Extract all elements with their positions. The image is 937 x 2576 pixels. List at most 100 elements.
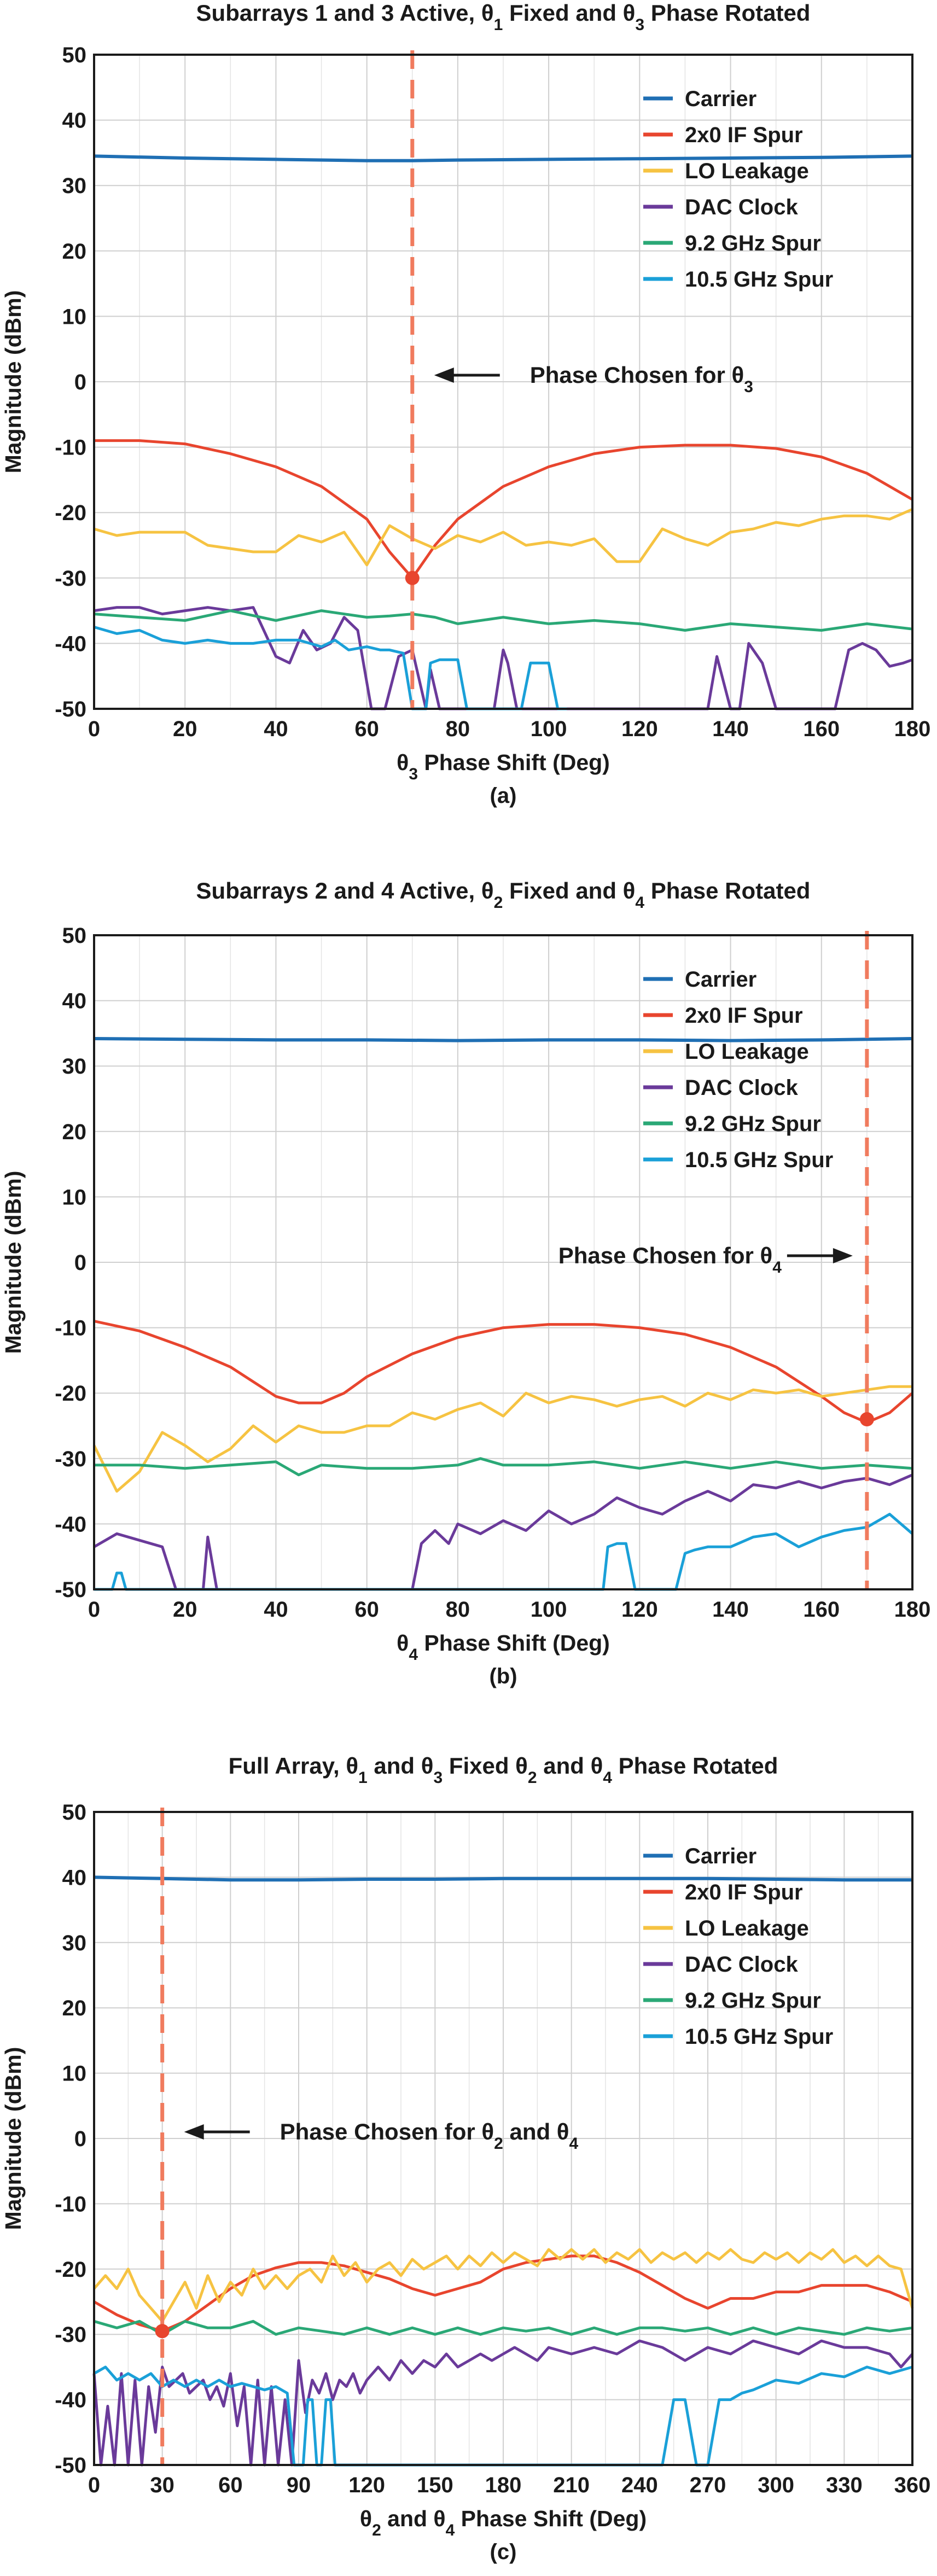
x-tick-label: 360: [894, 2473, 931, 2497]
x-tick-label: 120: [621, 1598, 658, 1622]
y-tick-label: 50: [62, 1800, 87, 1825]
panel-caption: (a): [490, 784, 517, 808]
x-tick-label: 80: [446, 1598, 470, 1622]
x-tick-label: 140: [712, 1598, 749, 1622]
series-line-10-5-ghz-spur: [94, 1513, 913, 1591]
y-tick-label: -20: [55, 501, 86, 525]
series-line-carrier: [94, 1875, 912, 1882]
panel-caption: (c): [490, 2540, 517, 2564]
chart-title: Subarrays 2 and 4 Active, θ2 Fixed and θ…: [196, 878, 811, 912]
legend-label: DAC Clock: [685, 195, 798, 219]
x-tick-label: 330: [826, 2473, 863, 2497]
legend-label: 2x0 IF Spur: [685, 1004, 803, 1028]
annotation-text: Phase Chosen for θ3: [530, 362, 753, 396]
y-tick-label: 30: [62, 1054, 87, 1079]
y-axis-title: Magnitude (dBm): [1, 2047, 26, 2230]
x-tick-label: 60: [354, 717, 379, 741]
x-tick-label: 40: [264, 1598, 288, 1622]
chart-panel-b: Subarrays 2 and 4 Active, θ2 Fixed and θ…: [1, 878, 930, 1688]
annotation-arrowhead: [833, 1248, 853, 1263]
y-tick-label: -50: [55, 1578, 86, 1602]
chart-title: Full Array, θ1 and θ3 Fixed θ2 and θ4 Ph…: [229, 1753, 778, 1787]
x-tick-label: 240: [621, 2473, 658, 2497]
x-axis-title: θ2 and θ4 Phase Shift (Deg): [360, 2506, 647, 2539]
series-line-dac-clock: [93, 1473, 913, 1591]
series-line-lo-leakage: [94, 508, 913, 567]
series-line-2x0-if-spur: [94, 1320, 913, 1424]
y-tick-label: -50: [55, 697, 86, 721]
y-tick-label: 10: [62, 1185, 87, 1209]
x-tick-label: 30: [150, 2473, 174, 2497]
y-tick-label: -50: [55, 2453, 86, 2478]
y-tick-label: -30: [55, 567, 86, 591]
chosen-phase-marker: [155, 2324, 170, 2339]
y-tick-label: -30: [55, 2323, 86, 2347]
x-tick-label: 140: [712, 717, 749, 741]
legend-label: 2x0 IF Spur: [685, 1880, 803, 1904]
x-tick-label: 180: [894, 1598, 931, 1622]
y-axis-title: Magnitude (dBm): [1, 290, 26, 474]
y-tick-label: -30: [55, 1447, 86, 1471]
x-tick-label: 90: [287, 2473, 311, 2497]
legend-label: 10.5 GHz Spur: [685, 2025, 833, 2049]
plot-frame: [93, 1811, 913, 2466]
annotation-arrowhead: [184, 2124, 204, 2140]
x-tick-label: 180: [894, 717, 931, 741]
y-tick-label: -10: [55, 2192, 86, 2216]
legend-label: 10.5 GHz Spur: [685, 1148, 833, 1172]
x-tick-label: 100: [531, 717, 567, 741]
legend-label: 9.2 GHz Spur: [685, 231, 821, 255]
chart-title: Subarrays 1 and 3 Active, θ1 Fixed and θ…: [196, 0, 811, 34]
x-tick-label: 180: [485, 2473, 522, 2497]
series-line-9-2-ghz-spur: [94, 2319, 913, 2336]
series-line-dac-clock: [92, 2339, 913, 2467]
y-tick-label: -10: [55, 436, 86, 460]
series-line-9-2-ghz-spur: [94, 609, 913, 632]
chart-panel-a: Subarrays 1 and 3 Active, θ1 Fixed and θ…: [1, 0, 930, 808]
x-tick-label: 120: [348, 2473, 385, 2497]
series-line-carrier: [94, 1037, 913, 1042]
x-tick-label: 0: [88, 2473, 100, 2497]
series-line-lo-leakage: [92, 1385, 912, 1493]
legend-label: LO Leakage: [685, 1916, 809, 1940]
x-tick-label: 150: [417, 2473, 453, 2497]
y-tick-label: -40: [55, 2388, 86, 2412]
annotation-arrowhead: [434, 368, 454, 383]
legend-label: DAC Clock: [685, 1953, 798, 1977]
x-tick-label: 300: [758, 2473, 794, 2497]
y-tick-label: -10: [55, 1316, 86, 1341]
x-tick-label: 60: [354, 1598, 379, 1622]
x-tick-label: 100: [531, 1598, 567, 1622]
y-tick-label: 40: [62, 1866, 87, 1890]
y-axis-title: Magnitude (dBm): [1, 1171, 26, 1354]
x-axis-title: θ3 Phase Shift (Deg): [397, 750, 610, 783]
plot-frame: [93, 54, 913, 710]
series-line-2x0-if-spur: [93, 2254, 913, 2333]
legend-label: 9.2 GHz Spur: [685, 1989, 821, 2013]
legend-label: Carrier: [685, 1844, 756, 1868]
x-tick-label: 210: [553, 2473, 590, 2497]
y-tick-label: -40: [55, 1512, 86, 1536]
x-tick-label: 20: [173, 717, 197, 741]
y-tick-label: 50: [62, 924, 87, 948]
y-tick-label: 20: [62, 1120, 87, 1144]
chosen-phase-marker: [405, 570, 420, 585]
y-tick-label: 20: [62, 1996, 87, 2020]
x-tick-label: 120: [621, 717, 658, 741]
y-tick-label: 20: [62, 240, 87, 264]
y-tick-label: 30: [62, 1931, 87, 1955]
y-tick-label: 10: [62, 305, 87, 329]
annotation-text: Phase Chosen for θ2 and θ4: [280, 2119, 579, 2153]
x-tick-label: 0: [88, 717, 100, 741]
legend-label: 10.5 GHz Spur: [685, 267, 833, 292]
panel-caption: (b): [489, 1664, 517, 1688]
series-line-carrier: [94, 154, 913, 162]
legend-label: Carrier: [685, 87, 756, 111]
x-axis-title: θ4 Phase Shift (Deg): [397, 1630, 610, 1664]
y-tick-label: 30: [62, 174, 87, 198]
x-tick-label: 40: [264, 717, 288, 741]
legend-label: LO Leakage: [685, 1040, 809, 1064]
y-tick-label: -20: [55, 1382, 86, 1406]
y-tick-label: -20: [55, 2258, 86, 2282]
